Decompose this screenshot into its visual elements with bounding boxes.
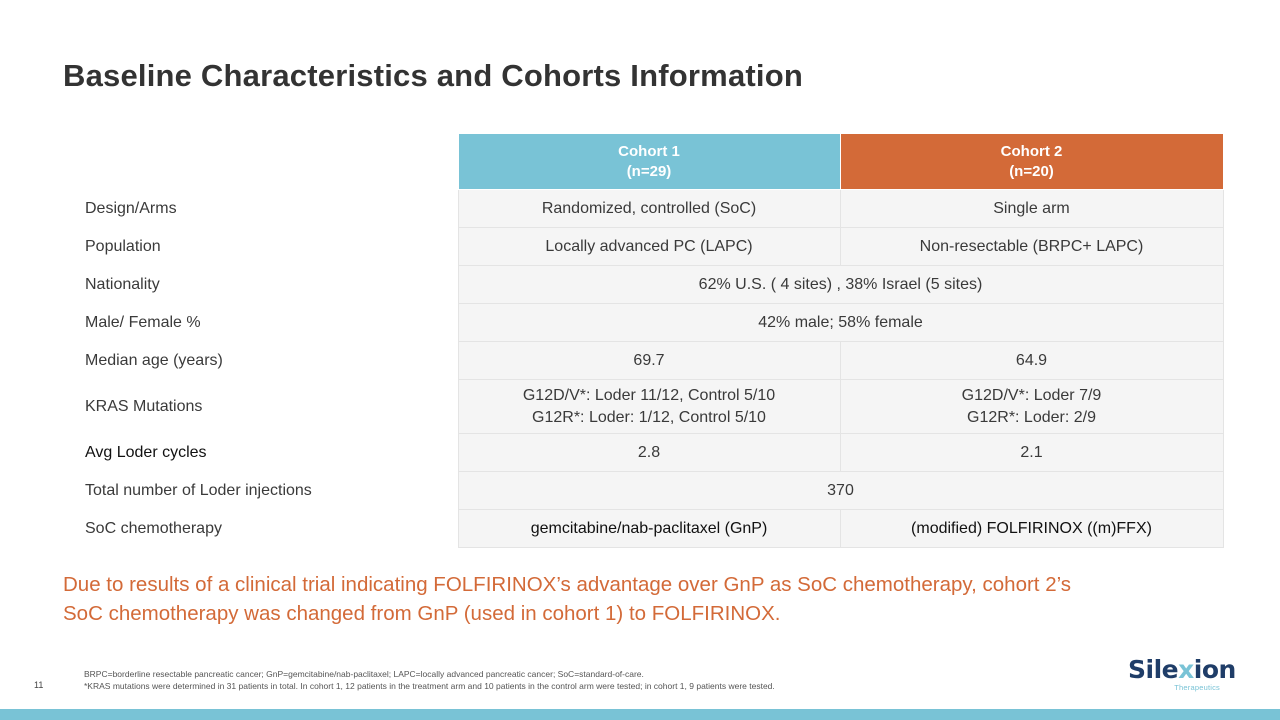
header-cohort-1-n: (n=29) xyxy=(626,162,672,180)
row-label-chemo: SoC chemotherapy xyxy=(63,509,458,548)
page-number: 11 xyxy=(34,680,44,690)
cell-design-cohort-2: Single arm xyxy=(839,189,1224,228)
logo-subtitle: Therapeutics xyxy=(1174,683,1220,692)
table-row-cycles: Avg Loder cycles 2.8 2.1 xyxy=(63,433,1224,472)
header-cohort-2: Cohort 2 (n=20) xyxy=(839,133,1224,190)
row-label-kras: KRAS Mutations xyxy=(63,379,458,434)
note-line-2: SoC chemotherapy was changed from GnP (u… xyxy=(63,602,781,625)
row-label-age: Median age (years) xyxy=(63,341,458,380)
table-row-nationality: Nationality 62% U.S. ( 4 sites) , 38% Is… xyxy=(63,265,1224,304)
logo-word-part-1: Sile xyxy=(1128,655,1179,684)
cell-cycles-cohort-2: 2.1 xyxy=(839,433,1224,472)
header-blank-cell xyxy=(63,133,458,190)
footnote-kras: *KRAS mutations were determined in 31 pa… xyxy=(84,681,775,691)
row-label-cycles: Avg Loder cycles xyxy=(63,433,458,472)
table-row-kras: KRAS Mutations G12D/V*: Loder 11/12, Con… xyxy=(63,379,1224,434)
row-label-sex: Male/ Female % xyxy=(63,303,458,342)
cell-cycles-cohort-1: 2.8 xyxy=(457,433,841,472)
logo-word-x: x xyxy=(1178,655,1194,684)
cell-sex-merged: 42% male; 58% female xyxy=(457,303,1224,342)
cell-age-cohort-1: 69.7 xyxy=(457,341,841,380)
cell-design-cohort-1: Randomized, controlled (SoC) xyxy=(457,189,841,228)
table-row-injections: Total number of Loder injections 370 xyxy=(63,471,1224,510)
table-row-population: Population Locally advanced PC (LAPC) No… xyxy=(63,227,1224,266)
logo-word-part-2: ion xyxy=(1193,655,1237,684)
row-label-nationality: Nationality xyxy=(63,265,458,304)
header-cohort-1-name: Cohort 1 xyxy=(618,142,680,160)
kras-cohort-2-line-1: G12D/V*: Loder 7/9 xyxy=(961,386,1102,404)
table-header-row: Cohort 1 (n=29) Cohort 2 (n=20) xyxy=(63,133,1224,190)
kras-cohort-2-line-2: G12R*: Loder: 2/9 xyxy=(967,408,1096,426)
silexion-logo: Silexion Therapeutics xyxy=(1128,655,1236,696)
footnotes: BRPC=borderline resectable pancreatic ca… xyxy=(84,668,775,692)
cell-chemo-cohort-1: gemcitabine/nab-paclitaxel (GnP) xyxy=(457,509,841,548)
cell-population-cohort-2: Non-resectable (BRPC+ LAPC) xyxy=(839,227,1224,266)
row-label-injections: Total number of Loder injections xyxy=(63,471,458,510)
kras-cohort-1-line-1: G12D/V*: Loder 11/12, Control 5/10 xyxy=(522,386,776,404)
logo-wordmark: Silexion xyxy=(1128,655,1236,684)
table-row-sex: Male/ Female % 42% male; 58% female xyxy=(63,303,1224,342)
cohorts-table: Cohort 1 (n=29) Cohort 2 (n=20) Design/A… xyxy=(63,133,1224,548)
row-label-design: Design/Arms xyxy=(63,189,458,228)
row-label-population: Population xyxy=(63,227,458,266)
header-cohort-2-n: (n=20) xyxy=(1009,162,1054,180)
cell-injections-merged: 370 xyxy=(457,471,1224,510)
table-row-design: Design/Arms Randomized, controlled (SoC)… xyxy=(63,189,1224,228)
page-title: Baseline Characteristics and Cohorts Inf… xyxy=(63,58,803,93)
conclusion-note: Due to results of a clinical trial indic… xyxy=(63,570,1233,628)
cell-age-cohort-2: 64.9 xyxy=(839,341,1224,380)
cell-kras-cohort-2: G12D/V*: Loder 7/9 G12R*: Loder: 2/9 xyxy=(839,379,1224,434)
bottom-accent-bar xyxy=(0,709,1280,720)
cell-population-cohort-1: Locally advanced PC (LAPC) xyxy=(457,227,841,266)
cell-kras-cohort-1: G12D/V*: Loder 11/12, Control 5/10 G12R*… xyxy=(457,379,841,434)
cell-chemo-cohort-2: (modified) FOLFIRINOX ((m)FFX) xyxy=(839,509,1224,548)
header-cohort-2-name: Cohort 2 xyxy=(1000,142,1063,160)
kras-cohort-1-line-2: G12R*: Loder: 1/12, Control 5/10 xyxy=(532,408,766,426)
header-cohort-1: Cohort 1 (n=29) xyxy=(457,133,841,190)
table-row-chemo: SoC chemotherapy gemcitabine/nab-paclita… xyxy=(63,509,1224,548)
cell-nationality-merged: 62% U.S. ( 4 sites) , 38% Israel (5 site… xyxy=(457,265,1224,304)
footnote-abbreviations: BRPC=borderline resectable pancreatic ca… xyxy=(84,669,644,679)
table-row-age: Median age (years) 69.7 64.9 xyxy=(63,341,1224,380)
note-line-1: Due to results of a clinical trial indic… xyxy=(63,573,1072,596)
